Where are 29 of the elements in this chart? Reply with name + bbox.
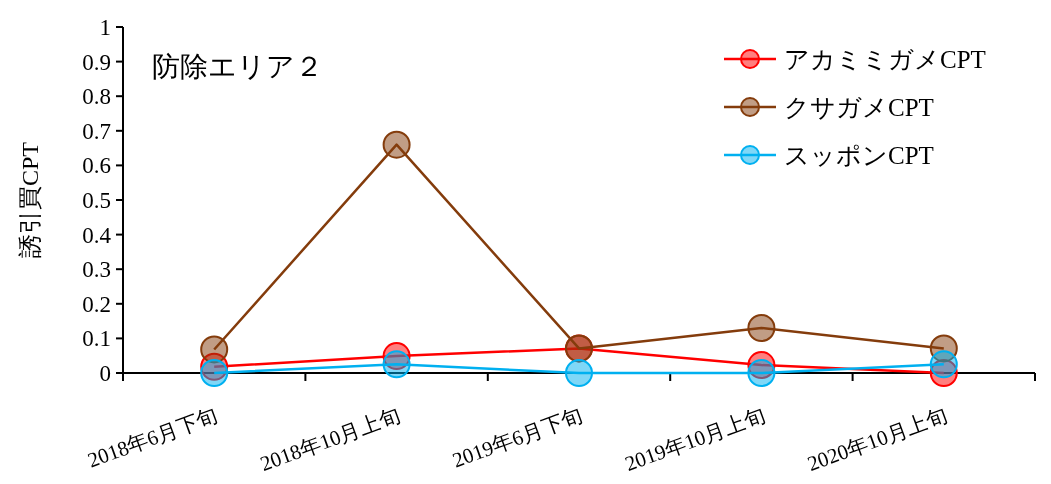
y-axis-title: 誘引買CPT: [17, 141, 43, 259]
x-tick-label: 2018年10月上旬: [256, 403, 404, 476]
y-tick-label: 0.2: [82, 291, 111, 317]
y-tick-label: 0.1: [82, 326, 111, 352]
point: [200, 359, 229, 387]
point: [565, 359, 593, 387]
point: [929, 350, 958, 379]
legend-label: アカミミガメCPT: [784, 46, 986, 73]
y-tick-label: 1: [99, 15, 111, 40]
point: [747, 314, 776, 343]
y-tick-label: 0.9: [82, 49, 111, 75]
y-tick-label: 0.8: [82, 84, 111, 110]
y-tick-label: 0.4: [82, 222, 112, 248]
point: [747, 359, 776, 387]
y-tick-label: 0.3: [82, 257, 111, 283]
legend-label: クサガメCPT: [784, 94, 934, 121]
point: [382, 350, 411, 379]
text: 防除エリア２: [152, 51, 323, 82]
y-tick-label: 0: [99, 361, 111, 386]
point: [382, 130, 411, 159]
y-tick-label: 0.5: [82, 188, 111, 213]
x-tick-label: 2019年10月上旬: [621, 403, 769, 476]
legend-label: スッポンCPT: [784, 142, 934, 169]
x-tick-label: 2019年6月下旬: [449, 403, 586, 473]
x-tick-label: 2020年10月上旬: [804, 403, 951, 476]
point: [200, 335, 229, 364]
x-tick-label: 2018年6月下旬: [84, 403, 221, 473]
y-tick-label: 0.6: [82, 153, 111, 179]
y-tick-label: 0.7: [82, 118, 111, 144]
